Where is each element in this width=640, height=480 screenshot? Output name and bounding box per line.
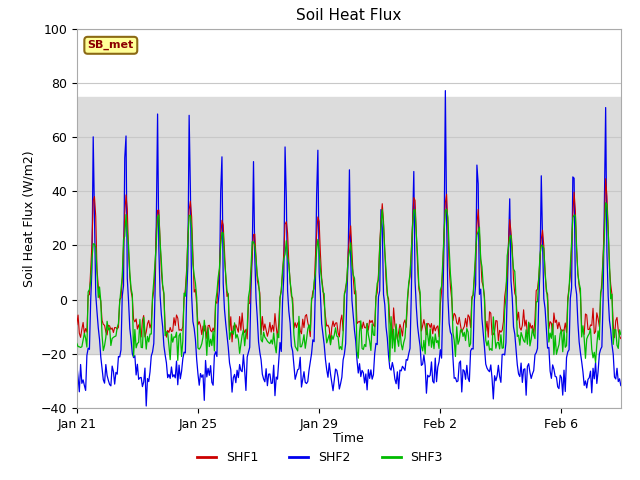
Text: SB_met: SB_met xyxy=(88,40,134,50)
X-axis label: Time: Time xyxy=(333,432,364,445)
Legend: SHF1, SHF2, SHF3: SHF1, SHF2, SHF3 xyxy=(192,446,448,469)
Bar xyxy=(77,96,621,354)
Y-axis label: Soil Heat Flux (W/m2): Soil Heat Flux (W/m2) xyxy=(22,150,35,287)
Title: Soil Heat Flux: Soil Heat Flux xyxy=(296,9,401,24)
